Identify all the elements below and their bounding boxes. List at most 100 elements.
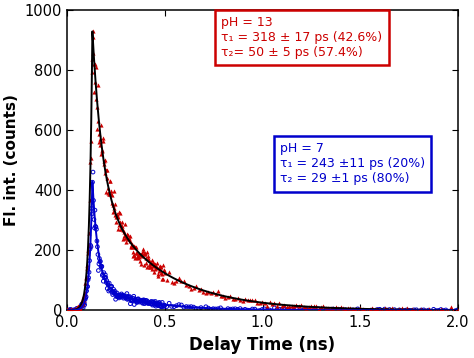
Point	[97, 152, 105, 158]
Point	[227, 306, 234, 312]
Point	[437, 307, 445, 313]
Point	[142, 298, 150, 304]
Point	[67, 306, 74, 312]
Point	[94, 104, 101, 110]
Point	[113, 211, 120, 216]
Point	[88, 69, 95, 75]
Point	[136, 298, 144, 304]
Point	[94, 244, 101, 250]
Point	[130, 294, 137, 299]
Point	[254, 308, 261, 314]
Point	[77, 302, 85, 308]
Point	[332, 307, 339, 313]
Point	[403, 305, 410, 311]
Point	[278, 306, 285, 312]
Point	[141, 298, 148, 304]
Point	[122, 236, 130, 241]
Point	[118, 219, 126, 224]
Point	[428, 308, 435, 314]
Point	[132, 298, 140, 304]
Point	[78, 301, 86, 307]
Point	[73, 306, 81, 311]
Point	[98, 264, 105, 270]
Point	[281, 302, 288, 308]
Point	[70, 308, 77, 314]
Point	[237, 297, 244, 303]
Point	[244, 307, 251, 313]
Point	[110, 290, 118, 296]
Point	[93, 238, 100, 244]
Point	[192, 306, 200, 311]
Point	[132, 250, 139, 256]
Point	[109, 290, 116, 295]
Point	[371, 306, 379, 312]
Point	[144, 300, 151, 306]
Point	[146, 300, 153, 306]
Point	[131, 297, 138, 303]
Point	[155, 264, 163, 270]
Point	[103, 175, 111, 180]
Point	[73, 305, 81, 310]
Point	[68, 308, 76, 314]
Point	[105, 288, 112, 294]
Point	[125, 235, 133, 241]
Point	[155, 300, 163, 305]
Point	[295, 308, 303, 314]
Point	[130, 244, 137, 250]
Point	[161, 270, 169, 276]
Point	[64, 308, 72, 313]
Point	[349, 307, 356, 313]
Point	[82, 276, 90, 281]
Point	[222, 308, 229, 313]
Point	[74, 308, 82, 314]
Point	[153, 301, 161, 307]
Point	[92, 227, 100, 232]
Point	[87, 138, 95, 144]
Point	[395, 307, 403, 313]
Point	[159, 302, 166, 308]
Point	[298, 308, 305, 313]
Point	[91, 207, 99, 213]
Point	[381, 306, 388, 311]
Point	[119, 292, 127, 298]
Point	[239, 298, 246, 304]
Point	[156, 303, 164, 308]
Point	[134, 255, 142, 261]
Point	[295, 303, 303, 309]
Point	[152, 303, 160, 309]
Point	[86, 258, 93, 263]
Point	[111, 201, 118, 207]
Point	[91, 223, 99, 229]
Point	[117, 226, 125, 232]
Point	[131, 256, 138, 261]
Point	[69, 307, 76, 313]
Point	[422, 308, 430, 314]
Point	[168, 304, 175, 309]
Point	[449, 308, 457, 314]
Text: pH = 13
τ₁ = 318 ± 17 ps (42.6%)
τ₂= 50 ± 5 ps (57.4%): pH = 13 τ₁ = 318 ± 17 ps (42.6%) τ₂= 50 …	[221, 16, 383, 59]
Point	[241, 296, 249, 301]
Point	[141, 250, 148, 256]
Point	[157, 304, 164, 309]
Point	[248, 306, 256, 312]
Point	[90, 50, 97, 56]
Point	[111, 289, 119, 294]
Point	[155, 303, 162, 309]
Point	[66, 308, 73, 313]
Point	[361, 308, 369, 314]
Point	[144, 256, 151, 262]
Point	[95, 131, 103, 136]
Point	[428, 309, 435, 314]
Point	[100, 275, 108, 280]
Point	[67, 306, 75, 312]
Point	[72, 306, 79, 312]
Point	[81, 290, 89, 296]
Point	[317, 304, 325, 310]
Point	[98, 263, 106, 269]
Point	[200, 289, 207, 295]
Point	[119, 295, 127, 301]
Point	[122, 221, 129, 227]
Point	[251, 306, 259, 312]
Point	[114, 227, 121, 232]
Point	[234, 295, 241, 301]
